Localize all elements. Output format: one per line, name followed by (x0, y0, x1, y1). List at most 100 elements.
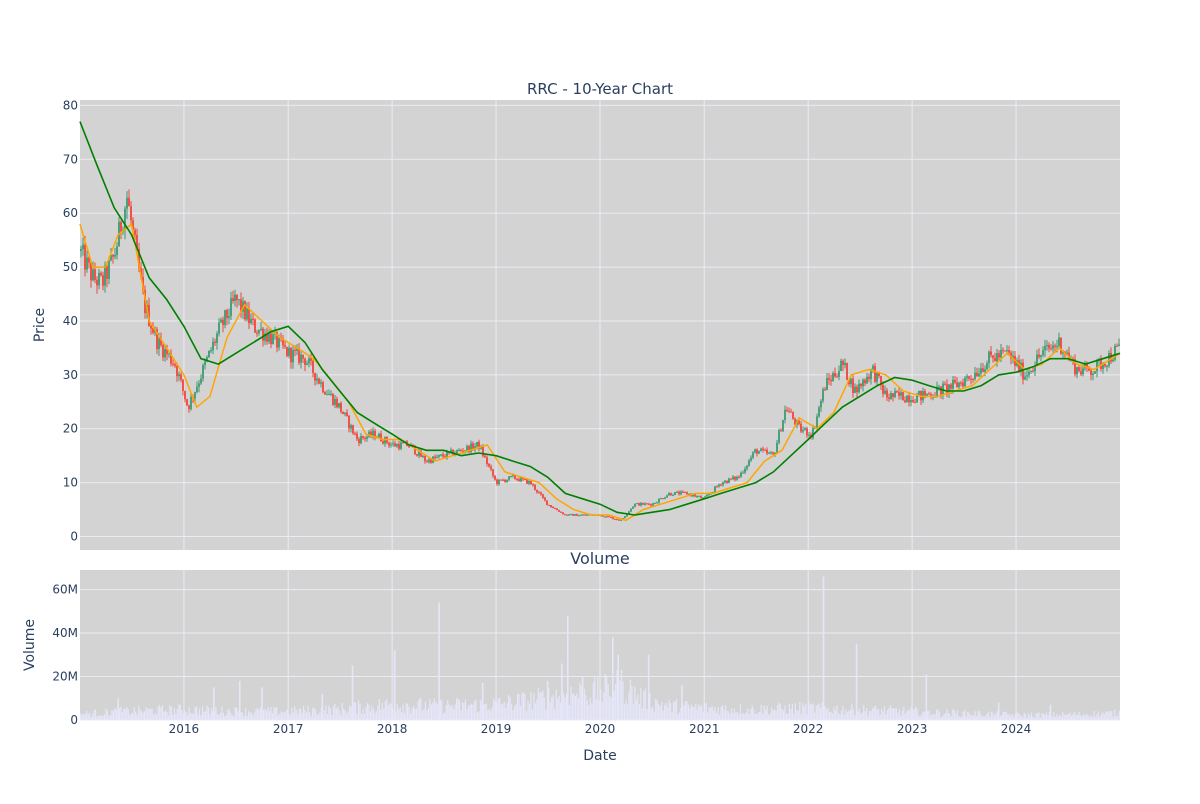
candle-body (512, 474, 514, 477)
candle-body (346, 412, 348, 416)
volume-bar (1077, 714, 1079, 720)
volume-bar (311, 708, 314, 720)
volume-bar (996, 711, 999, 720)
x-tick-label: 2018 (377, 722, 408, 736)
volume-bar (812, 703, 814, 720)
candle-body (1026, 375, 1028, 377)
volume-bar (910, 706, 912, 720)
volume-bar (557, 698, 559, 720)
candle-body (746, 465, 748, 469)
volume-bar (93, 710, 95, 720)
volume-bar (788, 703, 791, 720)
volume-bar (867, 715, 869, 720)
volume-spike-bar (393, 650, 396, 720)
volume-bar (453, 709, 455, 720)
volume-bar (629, 679, 632, 720)
candle-body (412, 444, 414, 447)
candle-body (980, 368, 982, 374)
candle-body (228, 316, 230, 319)
candle-body (714, 486, 716, 492)
volume-bar (386, 698, 388, 720)
volume-bar (184, 710, 186, 720)
volume-bar (919, 716, 921, 720)
candle-body (428, 459, 430, 463)
candle-body (130, 206, 132, 221)
volume-spike-bar (855, 643, 858, 720)
volume-bar (509, 696, 511, 720)
candle-body (82, 244, 84, 250)
volume-bar (494, 700, 496, 720)
candle-body (1112, 359, 1114, 362)
volume-bar (365, 706, 367, 720)
price-y-tick-labels: 0 10 20 30 40 50 60 70 80 (63, 98, 78, 543)
volume-bar (999, 716, 1001, 720)
candle-body (546, 500, 548, 505)
candle-body (368, 431, 370, 437)
candle-body (756, 449, 758, 454)
volume-bar (404, 713, 406, 720)
volume-bar (176, 708, 178, 720)
candle-body (182, 379, 184, 391)
volume-bar (99, 715, 101, 720)
candle-body (476, 441, 478, 447)
candle-body (930, 394, 932, 397)
candle-body (212, 341, 214, 351)
volume-bar (392, 707, 394, 720)
volume-bar (736, 712, 739, 720)
volume-bar (929, 715, 932, 720)
volume-spike-bar (925, 674, 928, 720)
volume-bar (426, 710, 428, 720)
candle-body (196, 386, 198, 393)
volume-bar (328, 705, 330, 720)
volume-bar (677, 714, 679, 720)
volume-bar (791, 703, 793, 720)
candle-body (782, 419, 784, 432)
volume-bar (940, 716, 942, 720)
candle-body (354, 433, 356, 435)
volume-bar (160, 707, 162, 720)
volume-bar (441, 700, 443, 720)
volume-spike-bar (997, 702, 1000, 720)
volume-bar (148, 708, 150, 720)
volume-bar (705, 702, 707, 720)
volume-bar (646, 709, 648, 720)
volume-bar (320, 707, 323, 720)
candle-body (828, 378, 830, 380)
volume-bar (182, 713, 184, 720)
candle-body (460, 450, 462, 452)
candle-body (548, 504, 550, 506)
candle-body (516, 478, 518, 480)
candle-body (174, 364, 176, 366)
volume-bar (585, 694, 587, 720)
volume-bar (891, 708, 893, 720)
candle-body (868, 376, 870, 380)
volume-bar (864, 711, 866, 720)
candle-body (818, 407, 820, 417)
candle-body (316, 378, 318, 381)
volume-bar (450, 706, 452, 720)
volume-bar (499, 697, 501, 720)
candle-body (98, 272, 100, 286)
volume-bar (833, 706, 835, 720)
volume-bar (203, 711, 205, 720)
volume-bar (337, 706, 339, 720)
volume-bar (955, 713, 957, 720)
candle-body (398, 444, 400, 449)
volume-bar (502, 704, 504, 720)
candle-body (1086, 362, 1088, 367)
candle-body (820, 400, 822, 408)
candle-body (340, 403, 342, 412)
volume-bar (573, 693, 575, 720)
volume-bar (286, 709, 288, 720)
volume-bar (151, 708, 153, 720)
candle-body (180, 374, 182, 380)
volume-bar (641, 708, 643, 720)
candle-body (1090, 370, 1092, 376)
volume-bar (191, 712, 193, 720)
candle-body (108, 260, 110, 279)
candle-body (382, 441, 384, 444)
candle-body (484, 455, 486, 458)
volume-bar (861, 712, 863, 720)
volume-bar (592, 682, 594, 720)
volume-bar (909, 709, 911, 720)
